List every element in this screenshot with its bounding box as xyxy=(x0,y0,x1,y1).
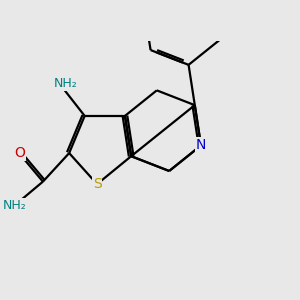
Text: O: O xyxy=(14,146,25,161)
Text: NH₂: NH₂ xyxy=(53,77,77,90)
Text: NH₂: NH₂ xyxy=(3,199,27,212)
Text: N: N xyxy=(196,139,206,152)
Text: S: S xyxy=(93,177,101,191)
